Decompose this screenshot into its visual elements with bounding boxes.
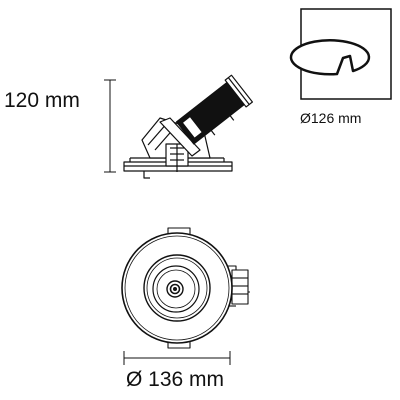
height-label: 120 mm: [4, 89, 80, 112]
height-dimension-line: [104, 79, 116, 173]
top-view-drawing: [121, 227, 250, 349]
diameter-dimension-line: [123, 351, 231, 365]
trim-diameter-label: Ø 136 mm: [126, 368, 225, 391]
side-view-drawing: [123, 74, 254, 179]
cutout-icon: [289, 8, 392, 100]
cutout-diameter-label: Ø126 mm: [300, 110, 362, 126]
